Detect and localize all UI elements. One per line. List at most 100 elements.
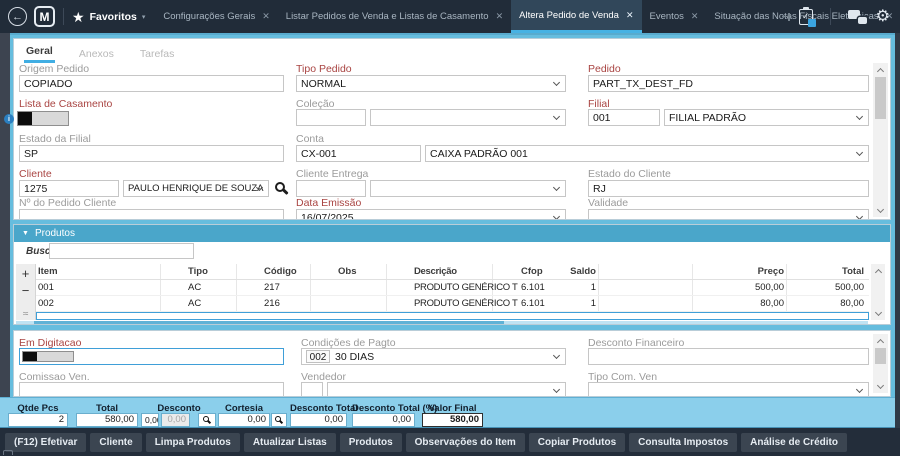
- cliente-button[interactable]: Cliente: [90, 432, 142, 452]
- info-icon[interactable]: i: [4, 114, 14, 124]
- cliente-select[interactable]: PAULO HENRIQUE DE SOUZA: [123, 180, 269, 197]
- column-header-total[interactable]: Total: [842, 266, 864, 277]
- search-icon[interactable]: [275, 182, 285, 192]
- totals-bar: Qtde Pcs 2 Total 580,00 Desconto 0,00 0,…: [0, 397, 895, 428]
- colecao-select[interactable]: [370, 109, 566, 126]
- add-row-button[interactable]: +: [21, 266, 30, 281]
- produtos-panel: ▼ Produtos Buscar + − ≍ Item Tipo Código…: [13, 224, 891, 325]
- vertical-scrollbar[interactable]: [873, 63, 888, 217]
- tab-situacao-notas-fiscais[interactable]: Situação das Notas Fiscais Eletrônicas ✕: [706, 0, 900, 33]
- estado-cliente-field[interactable]: RJ: [588, 180, 869, 197]
- lista-casamento-progress[interactable]: [17, 111, 69, 126]
- scroll-down-button[interactable]: [873, 204, 888, 217]
- column-header-preco[interactable]: Preço: [757, 266, 784, 277]
- vendedor-code-field[interactable]: [301, 382, 323, 396]
- desconto-value-field[interactable]: 0,00: [141, 413, 159, 427]
- progress-widget: [22, 351, 74, 362]
- limpa-produtos-button[interactable]: Limpa Produtos: [145, 432, 240, 452]
- column-header-item[interactable]: Item: [38, 266, 58, 277]
- tipo-pedido-select[interactable]: NORMAL: [296, 75, 566, 92]
- grid-new-row[interactable]: [36, 312, 869, 320]
- column-header-codigo[interactable]: Código: [264, 266, 297, 277]
- conta-code-field[interactable]: CX-001: [296, 145, 421, 162]
- desconto-financeiro-field[interactable]: [588, 348, 869, 365]
- vertical-scrollbar[interactable]: [871, 264, 885, 320]
- cell-preco: 500,00: [754, 282, 784, 293]
- desconto-search-button[interactable]: [198, 413, 216, 427]
- scroll-up-button[interactable]: [873, 63, 888, 76]
- tasks-clipboard-icon[interactable]: ✓: [798, 6, 816, 27]
- close-icon[interactable]: ✕: [262, 11, 270, 21]
- conta-select[interactable]: CAIXA PADRÃO 001: [425, 145, 869, 162]
- em-digitacao-field[interactable]: [19, 348, 284, 365]
- atualizar-listas-button[interactable]: Atualizar Listas: [243, 432, 336, 452]
- cliente-entrega-select[interactable]: [370, 180, 566, 197]
- panel-tab-strip: Geral Anexos Tarefas: [24, 41, 176, 63]
- close-icon[interactable]: ✕: [885, 11, 894, 21]
- back-button[interactable]: ←: [8, 7, 27, 26]
- vendedor-select[interactable]: [327, 382, 566, 396]
- app-logo[interactable]: M: [34, 6, 55, 27]
- validade-select[interactable]: [588, 209, 869, 219]
- copiar-produtos-button[interactable]: Copiar Produtos: [528, 432, 626, 452]
- column-header-obs[interactable]: Obs: [338, 266, 357, 277]
- tipo-com-ven-select[interactable]: [588, 382, 869, 396]
- cliente-code-field[interactable]: 1275: [19, 180, 119, 197]
- remove-row-button[interactable]: −: [21, 283, 30, 298]
- close-icon[interactable]: ✕: [690, 11, 699, 21]
- estado-filial-field[interactable]: SP: [19, 145, 284, 162]
- scroll-thumb[interactable]: [875, 348, 886, 364]
- horizontal-scrollbar[interactable]: [16, 321, 868, 324]
- scroll-down-button[interactable]: [873, 380, 888, 393]
- tab-eventos[interactable]: Eventos ✕: [642, 0, 707, 33]
- efetivar-button[interactable]: (F12) Efetivar: [5, 432, 87, 452]
- column-header-tipo[interactable]: Tipo: [188, 266, 208, 277]
- cortesia-value-field[interactable]: 0,00: [218, 413, 270, 427]
- tab-anexos[interactable]: Anexos: [78, 48, 114, 60]
- tab-listar-pedidos[interactable]: Listar Pedidos de Venda e Listas de Casa…: [278, 0, 511, 33]
- comissao-ven-field[interactable]: [19, 382, 284, 396]
- column-header-saldo[interactable]: Saldo: [570, 266, 596, 277]
- cortesia-search-button[interactable]: [271, 413, 287, 427]
- tipo-pedido-label: Tipo Pedido: [296, 63, 352, 75]
- produtos-section-header[interactable]: ▼ Produtos: [14, 225, 890, 242]
- chat-icon[interactable]: [847, 9, 867, 24]
- gear-icon[interactable]: ⚙: [875, 7, 890, 25]
- tab-geral[interactable]: Geral: [24, 42, 55, 63]
- collapse-tabs-icon[interactable]: [782, 12, 790, 21]
- buscar-input[interactable]: [49, 243, 194, 259]
- table-row[interactable]: 001 AC 217 PRODUTO GENÉRICO TEST... 6.10…: [36, 280, 869, 296]
- pedido-field[interactable]: PART_TX_DEST_FD: [588, 75, 869, 92]
- tab-tarefas[interactable]: Tarefas: [139, 48, 175, 60]
- tab-altera-pedido-de-venda[interactable]: Altera Pedido de Venda ✕: [511, 0, 642, 33]
- scroll-thumb[interactable]: [34, 321, 504, 324]
- observacoes-do-item-button[interactable]: Observações do Item: [405, 432, 525, 452]
- scroll-down-button[interactable]: [871, 307, 885, 320]
- data-emissao-select[interactable]: 16/07/2025: [296, 209, 566, 219]
- consulta-impostos-button[interactable]: Consulta Impostos: [629, 432, 738, 452]
- scroll-thumb[interactable]: [875, 77, 886, 119]
- table-row[interactable]: 002 AC 216 PRODUTO GENÉRICO TEST... 6.10…: [36, 296, 869, 312]
- produtos-button[interactable]: Produtos: [339, 432, 402, 452]
- vertical-scrollbar[interactable]: [873, 334, 888, 393]
- column-header-descricao[interactable]: Descrição: [414, 266, 457, 277]
- colecao-code-field[interactable]: [296, 109, 366, 126]
- close-icon[interactable]: ✕: [625, 9, 634, 20]
- tab-configuracoes-gerais[interactable]: Configurações Gerais ✕: [155, 0, 277, 33]
- grid-options-icon[interactable]: ≍: [22, 309, 29, 318]
- field-value: 1275: [24, 182, 48, 195]
- condicoes-pagto-select[interactable]: 002 30 DIAS: [301, 348, 566, 365]
- column-header-cfop[interactable]: Cfop: [521, 266, 543, 277]
- analise-de-credito-button[interactable]: Análise de Crédito: [741, 432, 847, 452]
- scroll-up-button[interactable]: [873, 334, 888, 347]
- close-icon[interactable]: ✕: [495, 11, 504, 21]
- num-pedido-cliente-field[interactable]: [19, 209, 284, 219]
- favorites-menu[interactable]: ★ Favoritos ▾: [72, 10, 145, 24]
- origem-pedido-field[interactable]: COPIADO: [19, 75, 284, 92]
- scroll-up-button[interactable]: [871, 264, 885, 277]
- cliente-entrega-code-field[interactable]: [296, 180, 366, 197]
- num-pedido-cliente-label: Nº do Pedido Cliente: [19, 197, 117, 209]
- filial-select[interactable]: FILIAL PADRÃO: [664, 109, 869, 126]
- filial-code-field[interactable]: 001: [588, 109, 660, 126]
- condicoes-pagto-code: 002: [306, 350, 330, 363]
